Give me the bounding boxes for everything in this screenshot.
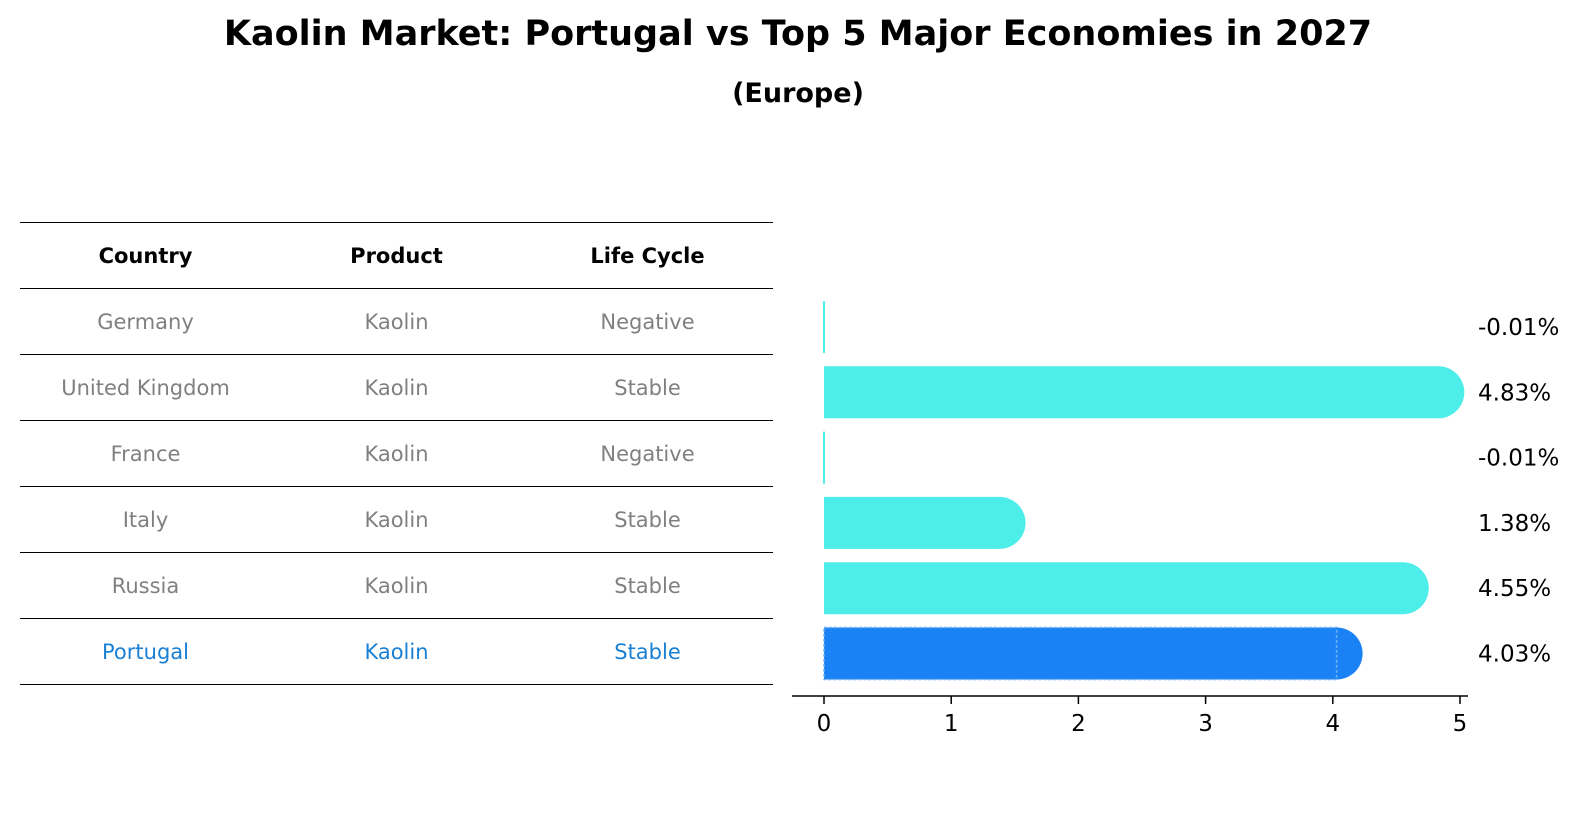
- cell-product: Kaolin: [271, 486, 522, 553]
- cell-life-cycle: Negative: [522, 420, 773, 487]
- bar: [823, 301, 825, 353]
- cell-life-cycle: Stable: [522, 486, 773, 553]
- table-header-row: Country Product Life Cycle: [20, 222, 773, 289]
- table-row: Russia Kaolin Stable: [20, 552, 773, 619]
- bar: [824, 627, 1363, 680]
- header-life-cycle: Life Cycle: [522, 222, 773, 289]
- cell-product: Kaolin: [271, 288, 522, 355]
- table-row: France Kaolin Negative: [20, 420, 773, 487]
- cell-life-cycle: Stable: [522, 354, 773, 421]
- chart-title: Kaolin Market: Portugal vs Top 5 Major E…: [223, 14, 1373, 54]
- bar: [824, 366, 1465, 419]
- x-tick-label: 2: [1071, 711, 1086, 737]
- data-label: 4.83%: [1478, 380, 1551, 406]
- data-label: 4.55%: [1478, 576, 1551, 602]
- cell-life-cycle: Stable: [522, 552, 773, 619]
- bar: [824, 562, 1429, 615]
- x-tick-label: 4: [1325, 711, 1340, 737]
- bar: [824, 496, 1026, 549]
- cell-country: Russia: [20, 552, 271, 619]
- table-row-highlight: Portugal Kaolin Stable: [20, 618, 773, 685]
- x-tick-label: 5: [1453, 711, 1468, 737]
- chart-subtitle: (Europe): [732, 78, 864, 109]
- table-row: Germany Kaolin Negative: [20, 288, 773, 355]
- header-country: Country: [20, 222, 271, 289]
- bar: [823, 431, 825, 484]
- market-table: Country Product Life Cycle Germany Kaoli…: [20, 222, 773, 685]
- cell-product: Kaolin: [271, 552, 522, 619]
- cell-country: Germany: [20, 288, 271, 355]
- table-row: Italy Kaolin Stable: [20, 486, 773, 553]
- bar-highlight-outline: [823, 626, 1338, 681]
- cell-country: Portugal: [20, 618, 271, 685]
- x-tick-label: 3: [1198, 711, 1213, 737]
- header-product: Product: [271, 222, 522, 289]
- x-tick-label: 1: [944, 711, 959, 737]
- cell-life-cycle: Stable: [522, 618, 773, 685]
- data-label: -0.01%: [1478, 315, 1559, 341]
- cell-product: Kaolin: [271, 618, 522, 685]
- cell-product: Kaolin: [271, 354, 522, 421]
- cell-country: United Kingdom: [20, 354, 271, 421]
- cell-country: Italy: [20, 486, 271, 553]
- data-label: -0.01%: [1478, 446, 1559, 472]
- table-row: United Kingdom Kaolin Stable: [20, 354, 773, 421]
- data-label: 4.03%: [1478, 642, 1551, 668]
- cell-country: France: [20, 420, 271, 487]
- cell-product: Kaolin: [271, 420, 522, 487]
- data-label: 1.38%: [1478, 511, 1551, 537]
- x-tick-label: 0: [817, 711, 832, 737]
- cell-life-cycle: Negative: [522, 288, 773, 355]
